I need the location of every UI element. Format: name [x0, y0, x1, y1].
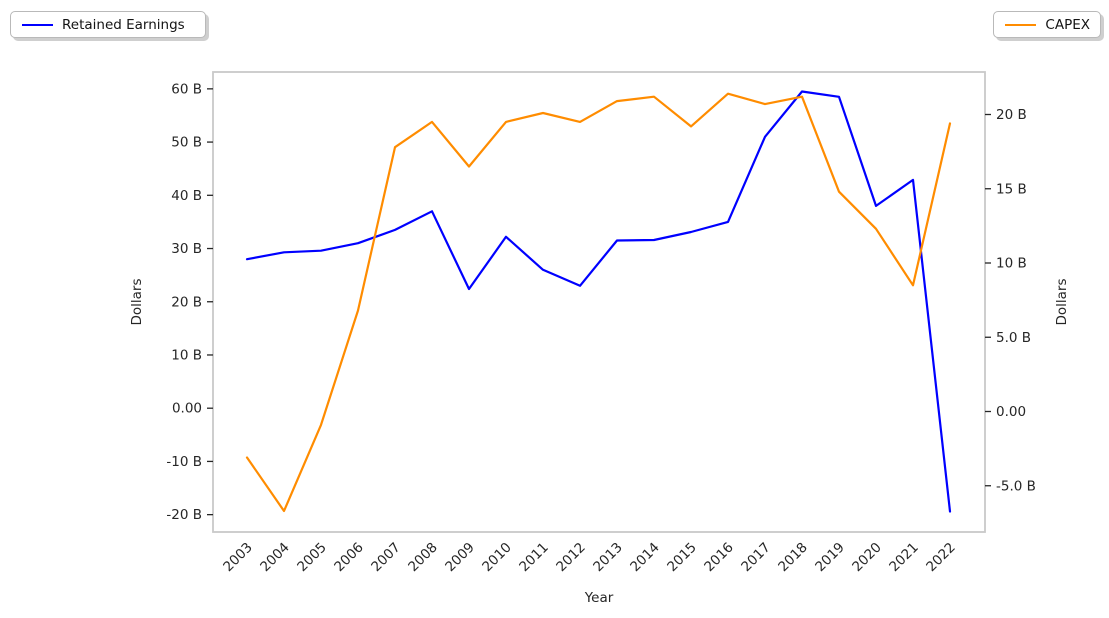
legend-label-capex: CAPEX [1045, 16, 1090, 33]
x-tick-label: 2021 [886, 540, 922, 576]
legend-label-retained-earnings: Retained Earnings [62, 16, 185, 33]
right-tick-label: 5.0 B [996, 330, 1031, 346]
series-lines [245, 90, 952, 513]
left-tick-label: -10 B [166, 454, 202, 470]
left-tick-label: 40 B [171, 188, 202, 204]
x-tick-label: 2017 [738, 540, 774, 576]
x-tick-label: 2013 [590, 540, 626, 576]
x-tick-label: 2019 [812, 540, 848, 576]
right-tick-label: 15 B [996, 181, 1027, 197]
x-tick-label: 2007 [368, 540, 404, 576]
left-tick-label: 50 B [171, 135, 202, 151]
x-tick-label: 2015 [664, 540, 700, 576]
retained-earnings-line-swatch [22, 23, 53, 26]
series-line-capex [245, 92, 952, 513]
x-tick-label: 2009 [442, 540, 478, 576]
x-tick-label: 2010 [479, 540, 515, 576]
x-tick-label: 2011 [516, 540, 552, 576]
right-tick-label: 10 B [996, 256, 1027, 272]
x-tick-label: 2022 [923, 540, 959, 576]
left-tick-label: 10 B [171, 347, 202, 363]
right-tick-label: 0.00 [996, 404, 1026, 420]
left-axis-label: Dollars [129, 278, 145, 325]
right-tick-label: -5.0 B [996, 478, 1036, 494]
right-axis-ticks: 20 B 15 B 10 B 5.0 B 0.00 -5.0 B [985, 107, 1036, 494]
x-tick-label: 2018 [775, 540, 811, 576]
left-tick-label: 30 B [171, 241, 202, 257]
x-axis-tick-labels: 2003 2004 2005 2006 2007 2008 2009 2010 2011 2012… [220, 540, 959, 576]
x-tick-label: 2016 [701, 540, 737, 576]
x-tick-label: 2020 [849, 540, 885, 576]
x-tick-label: 2004 [257, 540, 293, 576]
x-tick-label: 2008 [405, 540, 441, 576]
plot-frame [212, 71, 986, 533]
left-tick-label: 60 B [171, 81, 202, 97]
x-tick-label: 2005 [294, 540, 330, 576]
right-axis-label: Dollars [1054, 278, 1070, 325]
x-axis-label: Year [584, 590, 614, 606]
legend-capex[interactable]: CAPEX [993, 11, 1101, 38]
series-line-retained-earnings [245, 90, 952, 513]
left-tick-label: 0.00 [172, 401, 202, 417]
x-tick-label: 2014 [627, 540, 663, 576]
x-tick-label: 2012 [553, 540, 589, 576]
left-axis-ticks: 60 B 50 B 40 B 30 B 20 B 10 B 0.00 -10 B -20 B [166, 81, 213, 523]
capex-line-swatch [1005, 23, 1037, 26]
left-tick-label: -20 B [166, 507, 202, 523]
right-tick-label: 20 B [996, 107, 1027, 123]
x-tick-label: 2003 [220, 540, 256, 576]
left-tick-label: 20 B [171, 294, 202, 310]
legend-retained-earnings[interactable]: Retained Earnings [10, 11, 206, 38]
x-tick-label: 2006 [331, 540, 367, 576]
